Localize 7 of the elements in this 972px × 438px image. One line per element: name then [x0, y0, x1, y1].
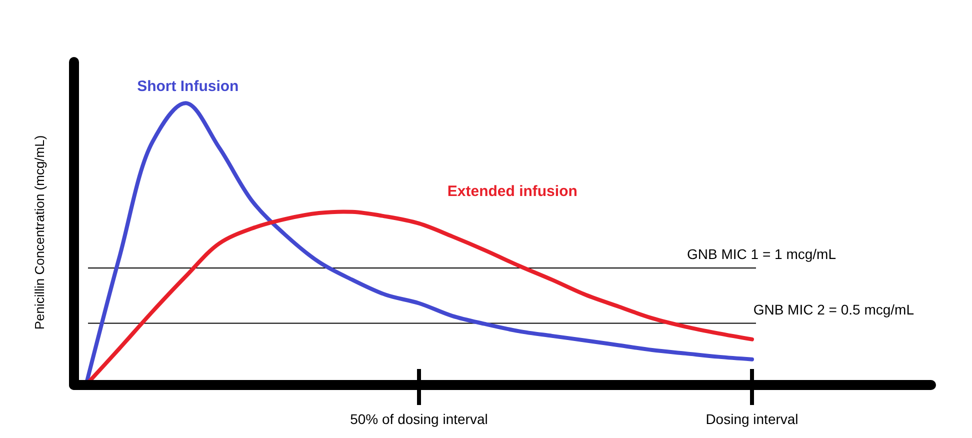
series-label: Short Infusion [137, 78, 239, 96]
text: Extended infusion [447, 182, 578, 200]
x-tick-label: Dosing interval [706, 411, 798, 427]
annotation: GNB MIC 2 = 0.5 mcg/mL [753, 301, 914, 318]
annotation: GNB MIC 1 = 1 mcg/mL [687, 246, 836, 262]
y-axis-title: Penicillin Concentration (mcg/mL) [32, 135, 47, 330]
x-tick-label: 50% of dosing interval [350, 411, 488, 427]
